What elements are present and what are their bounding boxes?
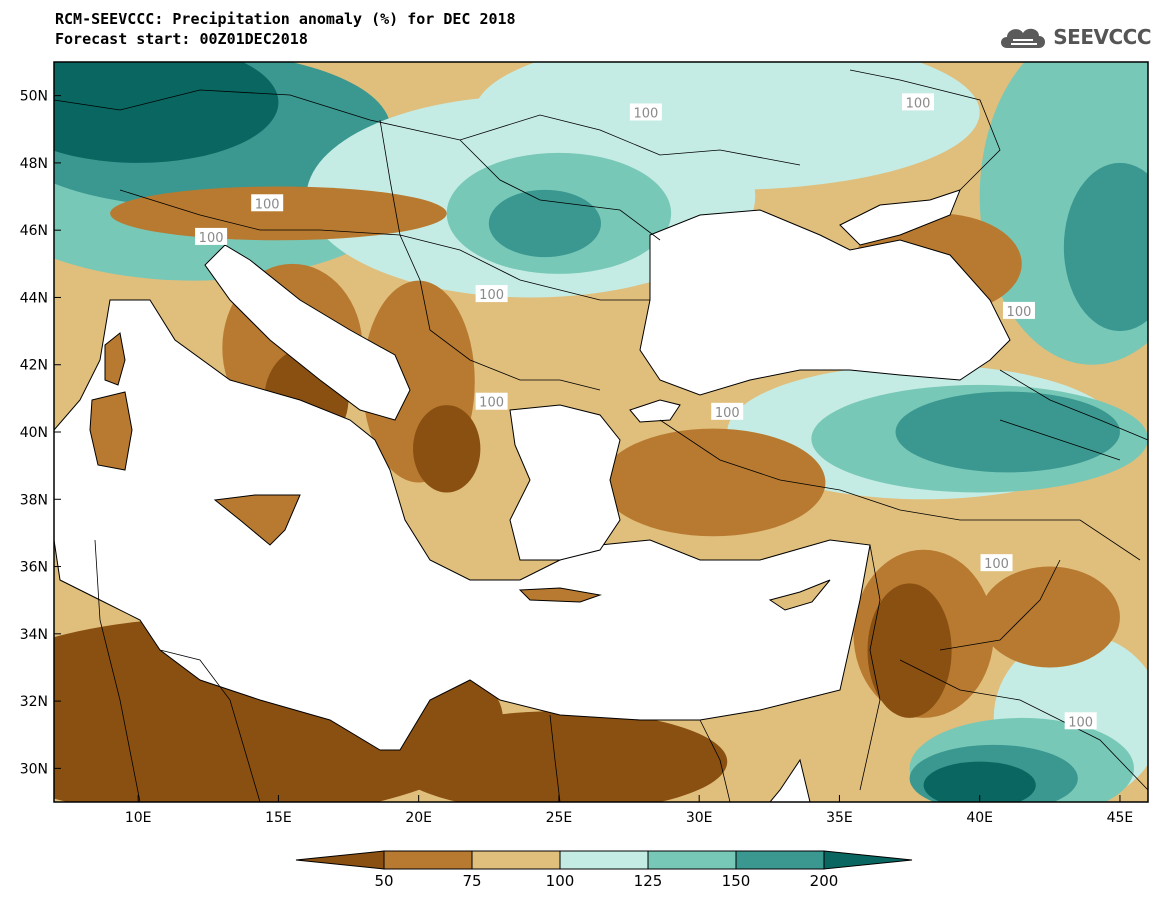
colorbar-segment (647, 850, 737, 870)
mediterranean-sea (54, 299, 871, 751)
adriatic-sea (204, 244, 411, 421)
lon-tick-label: 15E (265, 810, 292, 826)
cyprus (768, 579, 831, 611)
colorbar-segment (383, 850, 473, 870)
anomaly-region-150-200 (1063, 162, 1148, 332)
azov-sea (839, 189, 961, 246)
anomaly-region->200 (54, 62, 279, 163)
contour-labels: 100 100 100 100 100 100 100 100 100 100 (195, 93, 1097, 730)
colorbar-label: 75 (462, 872, 481, 890)
contour-label: 100 (199, 231, 224, 246)
contour-label-box (1064, 712, 1097, 730)
axis-ticks: 30N 32N 34N 36N 38N 40N 42N 44N 46N 48N 50N 10E 15E 2… (20, 89, 1134, 826)
contour-label: 100 (633, 106, 658, 121)
lat-tick-label: 42N (20, 358, 48, 374)
colorbar-label: 200 (810, 872, 839, 890)
contour-label-box (1002, 301, 1035, 319)
contour-label: 100 (479, 288, 504, 303)
contour-label: 100 (906, 96, 931, 111)
contour-label: 100 (479, 396, 504, 411)
lon-tick-label: 45E (1107, 810, 1134, 826)
anomaly-region-<50 (390, 711, 728, 802)
contour-label-box (195, 227, 228, 245)
contour-label-box (711, 402, 744, 420)
contour-label: 100 (255, 197, 280, 212)
chart-title: RCM-SEEVCCC: Precipitation anomaly (%) f… (55, 10, 516, 28)
contour-label: 100 (1007, 305, 1032, 320)
anomaly-region-150-200 (895, 391, 1120, 473)
lat-tick-label: 30N (20, 761, 48, 777)
black-sea (639, 209, 1011, 396)
anomaly-region-50-75 (110, 186, 447, 241)
lat-tick-label: 32N (20, 694, 48, 710)
red-sea (769, 758, 811, 802)
lon-tick-label: 10E (125, 810, 152, 826)
seevccc-logo: SEEVCCC (997, 22, 1151, 52)
anomaly-region-150-200 (488, 189, 601, 258)
marmara-sea (629, 399, 681, 423)
lat-tick-label: 34N (20, 627, 48, 643)
crete (518, 587, 602, 603)
colorbar-arrow-high (823, 850, 913, 870)
lon-tick-label: 30E (686, 810, 713, 826)
logo-text: SEEVCCC (1053, 25, 1151, 49)
anomaly-region->200 (923, 761, 1036, 802)
lon-tick-label: 25E (546, 810, 573, 826)
contour-label-box (629, 103, 662, 121)
lon-tick-label: 20E (405, 810, 432, 826)
country-borders (54, 69, 1148, 802)
sardinia (89, 391, 133, 471)
lon-tick-label: 40E (966, 810, 993, 826)
contour-label-box (251, 194, 284, 212)
chart-subtitle: Forecast start: 00Z01DEC2018 (55, 30, 308, 48)
colorbar: 50 75 100 125 150 200 (295, 850, 913, 890)
anomaly-region-50-75 (601, 428, 826, 537)
sicily (213, 494, 301, 546)
lat-tick-label: 46N (20, 223, 48, 239)
contour-label-box (901, 93, 934, 111)
anomaly-region-50-75 (979, 566, 1120, 668)
contour-label: 100 (1068, 715, 1093, 730)
contour-label-box (980, 554, 1013, 572)
lat-tick-label: 40N (20, 425, 48, 441)
anomaly-region-<50 (413, 405, 481, 493)
cloud-icon (1001, 28, 1046, 48)
colorbar-segment (471, 850, 561, 870)
lat-tick-label: 36N (20, 560, 48, 576)
contour-label-box (475, 285, 508, 303)
aegean-sea (509, 404, 621, 561)
colorbar-label: 50 (374, 872, 393, 890)
islands (89, 332, 831, 611)
colorbar-arrow-low (295, 850, 385, 870)
colorbar-label: 150 (722, 872, 751, 890)
lat-tick-label: 38N (20, 492, 48, 508)
colorbar-label: 125 (634, 872, 663, 890)
contour-label: 100 (715, 406, 740, 421)
lat-tick-label: 48N (20, 156, 48, 172)
colorbar-segment (735, 850, 825, 870)
colorbar-label: 100 (546, 872, 575, 890)
contour-label-box (475, 392, 508, 410)
lat-tick-label: 50N (20, 89, 48, 105)
corsica (104, 332, 126, 386)
sea-areas (54, 189, 1011, 802)
lon-tick-label: 35E (826, 810, 853, 826)
contour-label: 100 (984, 557, 1009, 572)
anomaly-regions (54, 62, 1148, 802)
anomaly-region-<50 (867, 583, 952, 718)
lat-tick-label: 44N (20, 290, 48, 306)
colorbar-segment (559, 850, 649, 870)
